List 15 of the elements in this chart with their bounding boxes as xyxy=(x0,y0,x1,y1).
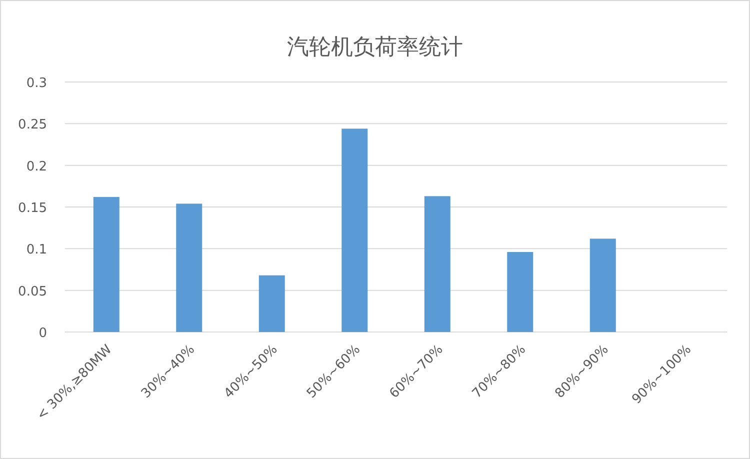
y-tick-label: 0.15 xyxy=(18,201,47,216)
bar xyxy=(342,128,368,332)
bar xyxy=(590,238,616,332)
y-tick-label: 0.1 xyxy=(26,242,47,258)
bar xyxy=(507,252,534,332)
bar xyxy=(424,196,450,332)
bar xyxy=(93,197,120,332)
chart-title: 汽轮机负荷率统计 xyxy=(287,35,463,60)
y-tick-label: 0.2 xyxy=(26,159,47,174)
y-tick-label: 0.25 xyxy=(18,118,47,133)
y-tick-label: 0.05 xyxy=(18,284,47,300)
bar xyxy=(258,275,285,332)
y-tick-label: 0.3 xyxy=(26,76,47,91)
bar xyxy=(176,204,202,332)
y-tick-label: 0 xyxy=(38,326,47,341)
